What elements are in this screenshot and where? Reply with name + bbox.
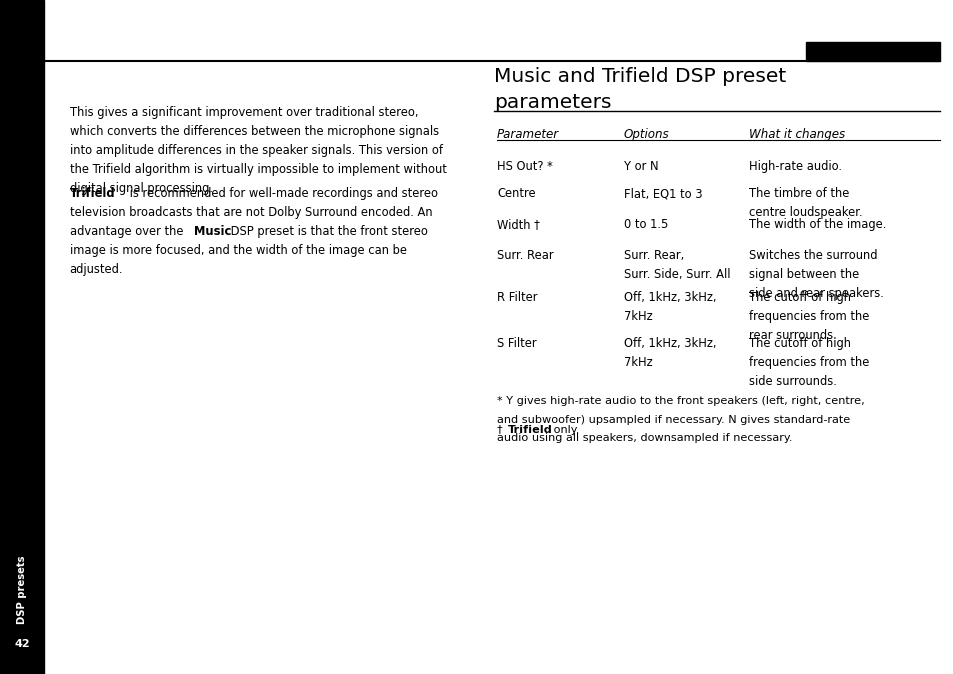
- Text: which converts the differences between the microphone signals: which converts the differences between t…: [70, 125, 438, 138]
- Text: The cutoff of high: The cutoff of high: [748, 291, 850, 304]
- Text: Surr. Rear: Surr. Rear: [497, 249, 553, 262]
- Text: Surr. Side, Surr. All: Surr. Side, Surr. All: [623, 268, 730, 281]
- Text: 7kHz: 7kHz: [623, 356, 652, 369]
- Text: Music and Trifield DSP preset: Music and Trifield DSP preset: [494, 67, 785, 86]
- Text: R Filter: R Filter: [497, 291, 537, 304]
- Text: only.: only.: [550, 425, 579, 435]
- Text: DSP preset is that the front stereo: DSP preset is that the front stereo: [227, 225, 428, 238]
- Text: The cutoff of high: The cutoff of high: [748, 337, 850, 350]
- Text: 42: 42: [14, 639, 30, 648]
- Text: What it changes: What it changes: [748, 128, 844, 141]
- Text: Music: Music: [193, 225, 231, 238]
- Text: Trifield: Trifield: [70, 187, 115, 200]
- Text: and subwoofer) upsampled if necessary. N gives standard-rate: and subwoofer) upsampled if necessary. N…: [497, 415, 849, 425]
- Text: Parameter: Parameter: [497, 128, 558, 141]
- Bar: [805, 42, 939, 61]
- Text: The width of the image.: The width of the image.: [748, 218, 885, 231]
- Text: image is more focused, and the width of the image can be: image is more focused, and the width of …: [70, 244, 406, 257]
- Text: Surr. Rear,: Surr. Rear,: [623, 249, 683, 262]
- Text: frequencies from the: frequencies from the: [748, 310, 868, 323]
- Text: Options: Options: [623, 128, 669, 141]
- Bar: [0, 0, 44, 674]
- Text: S Filter: S Filter: [497, 337, 537, 350]
- Text: centre loudspeaker.: centre loudspeaker.: [748, 206, 862, 219]
- Text: frequencies from the: frequencies from the: [748, 356, 868, 369]
- Text: parameters: parameters: [494, 93, 611, 112]
- Text: HS Out? *: HS Out? *: [497, 160, 552, 173]
- Text: High-rate audio.: High-rate audio.: [748, 160, 841, 173]
- Text: rear surrounds.: rear surrounds.: [748, 329, 836, 342]
- Text: Switches the surround: Switches the surround: [748, 249, 877, 262]
- Text: advantage over the: advantage over the: [70, 225, 187, 238]
- Text: side surrounds.: side surrounds.: [748, 375, 836, 388]
- Text: Off, 1kHz, 3kHz,: Off, 1kHz, 3kHz,: [623, 291, 716, 304]
- Text: Width †: Width †: [497, 218, 539, 231]
- Text: side and rear speakers.: side and rear speakers.: [748, 287, 882, 300]
- Text: into amplitude differences in the speaker signals. This version of: into amplitude differences in the speake…: [70, 144, 442, 157]
- Text: digital signal processing.: digital signal processing.: [70, 182, 213, 195]
- Text: Trifield: Trifield: [507, 425, 552, 435]
- Text: †: †: [497, 425, 506, 435]
- Text: adjusted.: adjusted.: [70, 263, 123, 276]
- Text: This gives a significant improvement over traditional stereo,: This gives a significant improvement ove…: [70, 106, 417, 119]
- Text: signal between the: signal between the: [748, 268, 859, 281]
- Text: 0 to 1.5: 0 to 1.5: [623, 218, 668, 231]
- Text: Y or N: Y or N: [623, 160, 658, 173]
- Text: DSP presets: DSP presets: [17, 555, 27, 624]
- Text: the Trifield algorithm is virtually impossible to implement without: the Trifield algorithm is virtually impo…: [70, 163, 446, 176]
- Text: Flat, EQ1 to 3: Flat, EQ1 to 3: [623, 187, 701, 200]
- Text: 7kHz: 7kHz: [623, 310, 652, 323]
- Text: Centre: Centre: [497, 187, 535, 200]
- Text: Off, 1kHz, 3kHz,: Off, 1kHz, 3kHz,: [623, 337, 716, 350]
- Text: audio using all speakers, downsampled if necessary.: audio using all speakers, downsampled if…: [497, 433, 792, 443]
- Text: * Y gives high-rate audio to the front speakers (left, right, centre,: * Y gives high-rate audio to the front s…: [497, 396, 863, 406]
- Text: is recommended for well-made recordings and stereo: is recommended for well-made recordings …: [126, 187, 437, 200]
- Text: television broadcasts that are not Dolby Surround encoded. An: television broadcasts that are not Dolby…: [70, 206, 432, 219]
- Text: The timbre of the: The timbre of the: [748, 187, 848, 200]
